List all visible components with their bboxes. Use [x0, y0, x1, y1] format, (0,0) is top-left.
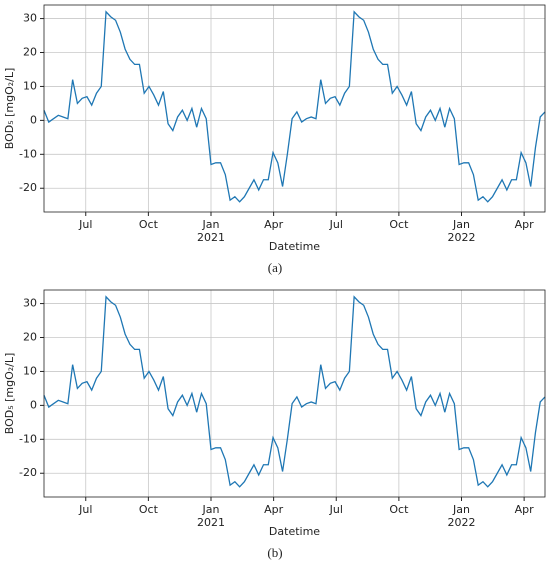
x-tick-label: Jan 2022: [448, 503, 476, 529]
y-tick-label: 0: [30, 113, 37, 126]
x-axis-label: Datetime: [269, 240, 320, 253]
y-tick-label: 30: [23, 297, 37, 310]
x-tick-label: Oct: [389, 218, 409, 231]
y-tick-label: 10: [23, 79, 37, 92]
x-tick-label: Apr: [264, 503, 284, 516]
y-tick-label: -10: [19, 432, 37, 445]
data-line: [43, 295, 546, 488]
y-axis-label: BOD₅ [mgO₂/L]: [3, 68, 16, 150]
y-tick-label: 30: [23, 12, 37, 25]
x-tick-label: Oct: [139, 503, 159, 516]
y-tick-label: -10: [19, 147, 37, 160]
x-tick-label: Jul: [78, 503, 92, 516]
y-tick-label: -20: [19, 181, 37, 194]
caption: (a): [268, 260, 282, 275]
x-tick-label: Jul: [78, 218, 92, 231]
y-tick-label: -20: [19, 466, 37, 479]
x-tick-label: Jan 2021: [197, 218, 225, 244]
y-tick-label: 20: [23, 331, 37, 344]
x-tick-label: Jan 2022: [448, 218, 476, 244]
x-tick-label: Apr: [515, 218, 535, 231]
x-tick-label: Jan 2021: [197, 503, 225, 529]
caption: (b): [267, 545, 282, 560]
x-tick-label: Apr: [264, 218, 284, 231]
y-tick-label: 10: [23, 364, 37, 377]
x-tick-label: Apr: [515, 503, 535, 516]
x-tick-label: Jul: [329, 218, 343, 231]
data-line: [43, 10, 546, 203]
plot-frame: [43, 4, 546, 213]
x-tick-label: Oct: [139, 218, 159, 231]
x-tick-label: Jul: [329, 503, 343, 516]
x-tick-label: Oct: [389, 503, 409, 516]
y-tick-label: 20: [23, 46, 37, 59]
x-axis-label: Datetime: [269, 525, 320, 538]
y-axis-label: BOD₅ [mgO₂/L]: [3, 353, 16, 435]
plot-frame: [43, 289, 546, 498]
y-tick-label: 0: [30, 398, 37, 411]
